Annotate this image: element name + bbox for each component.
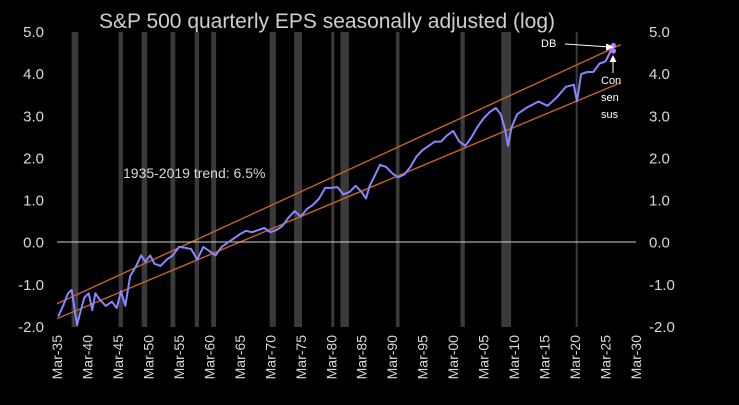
x-tick-label: Mar-15 (537, 335, 553, 380)
recession-band (395, 32, 400, 327)
db-arrow (564, 43, 611, 48)
eps-series (57, 42, 617, 326)
db-arrowhead (606, 43, 614, 51)
y-tick-label-right: 1.0 (649, 193, 670, 210)
y-tick-label-left: 0.0 (23, 235, 44, 252)
x-tick-label: Mar-00 (445, 335, 461, 380)
y-tick-label-left: 1.0 (23, 193, 44, 210)
recession-band (340, 32, 349, 327)
x-tick-label: Mar-65 (232, 335, 248, 380)
y-tick-label-right: -1.0 (649, 277, 675, 294)
y-tick-label-left: 4.0 (23, 66, 44, 83)
recession-band (460, 32, 465, 327)
x-tick-label: Mar-90 (384, 335, 400, 380)
consensus-label-3: sus (601, 109, 619, 121)
trend-line (56, 81, 622, 320)
recession-band (211, 32, 217, 327)
recession-band (269, 32, 276, 327)
consensus-arrowhead (609, 55, 617, 62)
recession-band (141, 32, 148, 327)
x-tick-label: Mar-80 (323, 335, 339, 380)
x-tick-label: Mar-55 (171, 335, 187, 380)
y-tick-label-left: 3.0 (23, 108, 44, 125)
y-axis-left: -2.0 -1.0 0.0 1.0 2.0 3.0 4.0 5.0 (18, 24, 44, 336)
recession-band (118, 32, 123, 327)
x-tick-label: Mar-45 (110, 335, 126, 380)
recession-band (331, 32, 335, 327)
recession-band (501, 32, 512, 327)
y-tick-label-right: 2.0 (649, 150, 670, 167)
recession-band (71, 32, 79, 327)
x-tick-label: Mar-50 (140, 335, 156, 380)
recession-band (294, 32, 302, 327)
x-axis-ticks: Mar-35 Mar-40 Mar-45 Mar-50 Mar-55 Mar-60 Mar-… (49, 335, 644, 380)
y-axis-right: -2.0 -1.0 0.0 1.0 2.0 3.0 4.0 5.0 (649, 24, 675, 336)
y-tick-label-right: 4.0 (649, 66, 670, 83)
recession-bands (71, 32, 578, 327)
x-tick-label: Mar-35 (49, 335, 65, 380)
consensus-label-1: Con (601, 75, 621, 87)
x-tick-label: Mar-60 (201, 335, 217, 380)
y-tick-label-left: -2.0 (18, 319, 44, 336)
y-tick-label-right: -2.0 (649, 319, 675, 336)
x-tick-label: Mar-30 (628, 335, 644, 380)
recession-band (194, 32, 199, 327)
y-tick-label-left: -1.0 (18, 277, 44, 294)
recession-band (170, 32, 176, 327)
x-tick-label: Mar-85 (354, 335, 370, 380)
x-tick-label: Mar-10 (506, 335, 522, 380)
x-tick-label: Mar-20 (567, 335, 583, 380)
consensus-label-2: sen (601, 92, 619, 104)
chart-title: S&P 500 quarterly EPS seasonally adjuste… (99, 10, 555, 33)
x-tick-label: Mar-95 (415, 335, 431, 380)
x-tick-label: Mar-75 (293, 335, 309, 380)
recession-band (575, 32, 578, 327)
trend-annotation: 1935-2019 trend: 6.5% (123, 165, 265, 181)
y-tick-label-right: 3.0 (649, 108, 670, 125)
projection-line (604, 45, 615, 62)
x-tick-label: Mar-25 (598, 335, 614, 380)
trend-lines (56, 43, 622, 320)
y-tick-label-right: 5.0 (649, 24, 670, 41)
trend-line (56, 43, 622, 305)
annotations: 1935-2019 trend: 6.5% DB Con sen sus (123, 38, 621, 181)
y-tick-label-left: 2.0 (23, 150, 44, 167)
eps-line (57, 60, 606, 326)
x-tick-label: Mar-70 (262, 335, 278, 380)
db-label: DB (541, 38, 556, 50)
x-tick-label: Mar-05 (476, 335, 492, 380)
x-tick-label: Mar-40 (80, 335, 96, 380)
y-tick-label-left: 5.0 (23, 24, 44, 41)
y-tick-label-right: 0.0 (649, 235, 670, 252)
